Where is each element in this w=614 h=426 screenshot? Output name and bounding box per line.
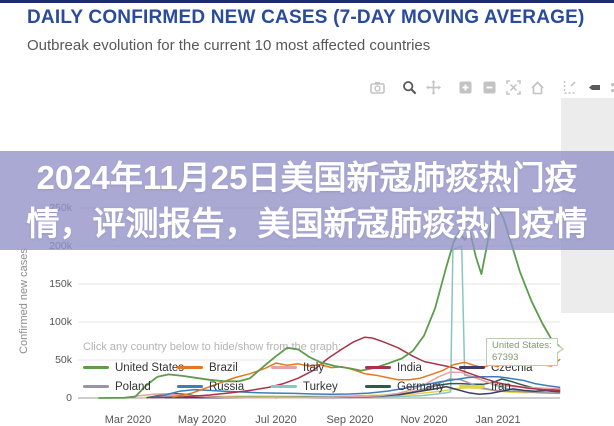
zoom-in-icon[interactable] (458, 80, 473, 95)
hover-tooltip-country: United States: (492, 340, 552, 351)
x-tick-label: Mar 2020 (104, 414, 152, 426)
legend-item-poland[interactable]: Poland (83, 377, 177, 396)
autoscale-icon[interactable] (506, 80, 521, 95)
top-accent-bar (0, 0, 614, 3)
legend-caption: Click any country below to hide/show fro… (83, 341, 342, 353)
legend-swatch (365, 366, 391, 369)
camera-icon[interactable] (370, 80, 385, 95)
y-tick-label: 100k (49, 316, 72, 328)
legend-swatch (83, 366, 109, 369)
legend-swatch (365, 385, 391, 388)
legend-item-italy[interactable]: Italy (271, 358, 365, 377)
legend: United States Brazil Italy India Czechia Pola… (83, 358, 553, 396)
series-line-russia[interactable] (150, 375, 561, 399)
legend-item-turkey[interactable]: Turkey (271, 377, 365, 396)
spikelines-icon[interactable] (562, 80, 577, 95)
chart-title: DAILY CONFIRMED NEW CASES (7-DAY MOVING … (27, 7, 585, 28)
legend-swatch (271, 366, 297, 369)
legend-label: Brazil (209, 361, 238, 374)
y-tick-label: 0 (66, 392, 72, 404)
legend-item-brazil[interactable]: Brazil (177, 358, 271, 377)
legend-item-india[interactable]: India (365, 358, 459, 377)
hover-tooltip-value: 67393 (492, 351, 519, 363)
y-axis-title: Confirmed new cases (18, 248, 30, 354)
plotly-modebar (370, 80, 614, 95)
x-tick-label: Nov 2020 (400, 414, 448, 426)
legend-label: Turkey (303, 380, 338, 393)
legend-swatch (459, 385, 485, 388)
legend-label: India (397, 361, 422, 374)
pan-icon[interactable] (426, 80, 441, 95)
x-tick-label: May 2020 (177, 414, 227, 426)
y-tick-label: 150k (49, 278, 72, 290)
legend-item-iran[interactable]: Iran (459, 377, 553, 396)
zoom-out-icon[interactable] (482, 80, 497, 95)
legend-swatch (83, 385, 109, 388)
legend-label: Germany (397, 380, 445, 393)
hover-closest-icon[interactable] (610, 80, 614, 95)
watermark-line-1: 2024年11月25日美国新寇肺痰热门疫 (36, 158, 578, 196)
watermark-line-2: 情，评测报告，美国新寇肺痰热门疫情 (26, 204, 588, 242)
x-tick-label: Jul 2020 (255, 414, 297, 426)
legend-label: United States (115, 361, 185, 374)
watermark-banner-overlay: 2024年11月25日美国新寇肺痰热门疫 情，评测报告，美国新寇肺痰热门疫情 (0, 151, 614, 250)
legend-swatch (271, 385, 297, 388)
y-tick-label: 50k (55, 354, 72, 366)
legend-label: Italy (303, 361, 325, 374)
hover-tooltip: United States: 67393 (486, 338, 564, 366)
legend-label: Iran (491, 380, 511, 393)
zoom-icon[interactable] (402, 80, 417, 95)
legend-item-united-states[interactable]: United States (83, 358, 184, 377)
chart-subtitle: Outbreak evolution for the current 10 mo… (27, 37, 431, 54)
legend-swatch (177, 385, 203, 388)
legend-swatch (177, 366, 203, 369)
hover-compare-icon[interactable] (586, 80, 601, 95)
legend-item-germany[interactable]: Germany (365, 377, 459, 396)
reset-axes-icon[interactable] (530, 80, 545, 95)
legend-label: Poland (115, 380, 151, 393)
legend-item-russia[interactable]: Russia (177, 377, 271, 396)
x-tick-label: Jan 2021 (475, 414, 521, 426)
legend-swatch (459, 366, 485, 369)
x-tick-label: Sep 2020 (326, 414, 374, 426)
series-line-india[interactable] (150, 336, 561, 399)
legend-label: Russia (209, 380, 245, 393)
